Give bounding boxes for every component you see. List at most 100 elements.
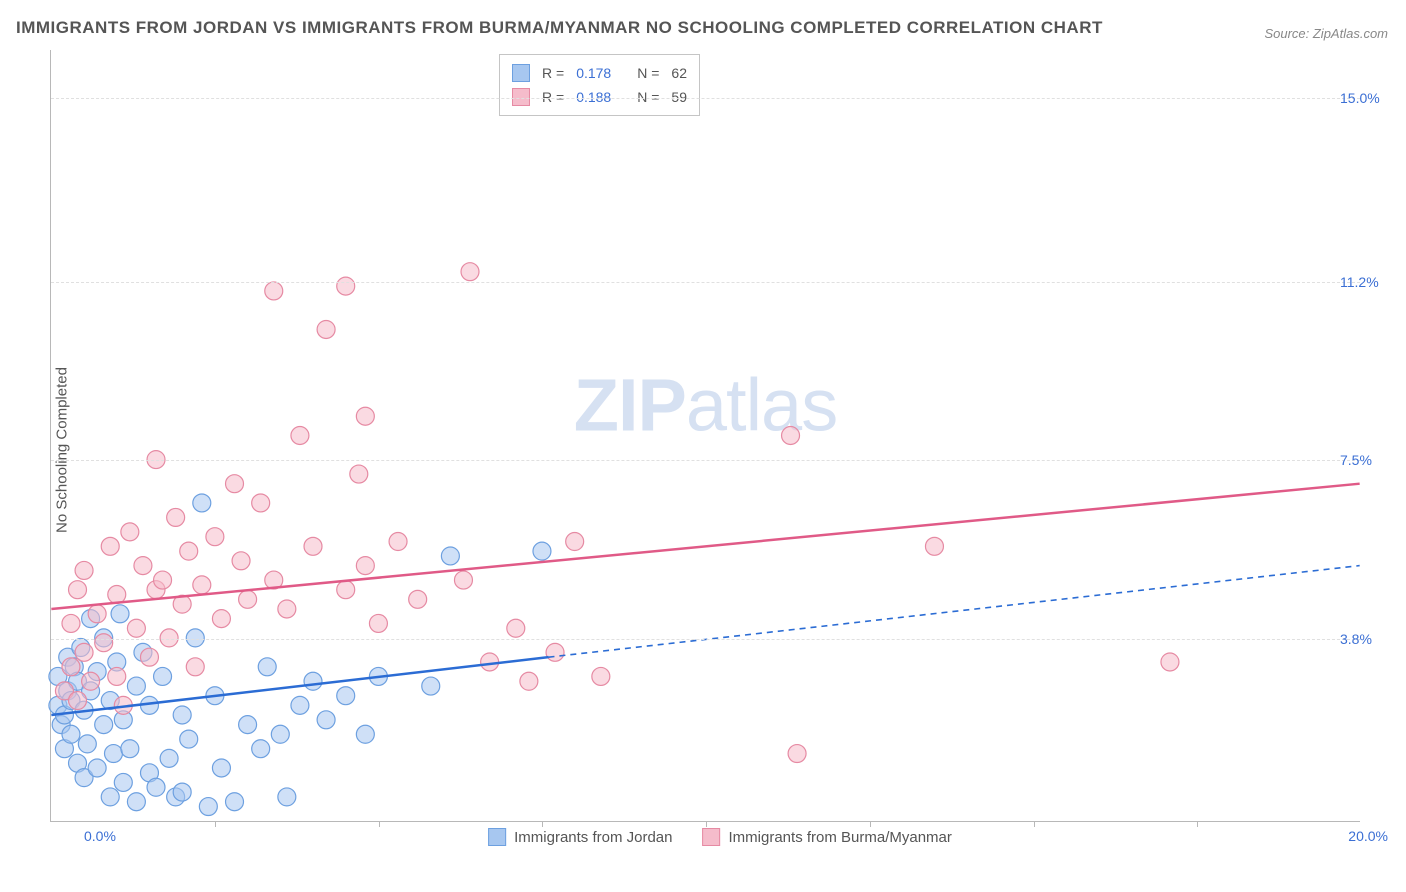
data-point xyxy=(95,634,113,652)
data-point xyxy=(232,552,250,570)
gridline xyxy=(51,282,1360,283)
data-point xyxy=(88,605,106,623)
data-point xyxy=(154,667,172,685)
data-point xyxy=(389,533,407,551)
data-point xyxy=(278,600,296,618)
x-tick xyxy=(870,821,871,827)
data-point xyxy=(422,677,440,695)
data-point xyxy=(304,537,322,555)
data-point xyxy=(782,427,800,445)
data-point xyxy=(193,576,211,594)
data-point xyxy=(507,619,525,637)
data-point xyxy=(108,667,126,685)
data-point xyxy=(239,716,257,734)
data-point xyxy=(121,740,139,758)
data-point xyxy=(533,542,551,560)
data-point xyxy=(317,711,335,729)
data-point xyxy=(481,653,499,671)
data-point xyxy=(454,571,472,589)
data-point xyxy=(62,614,80,632)
data-point xyxy=(252,494,270,512)
data-point xyxy=(88,759,106,777)
data-point xyxy=(350,465,368,483)
data-point xyxy=(592,667,610,685)
data-point xyxy=(114,773,132,791)
data-point xyxy=(226,475,244,493)
plot-svg xyxy=(51,50,1360,821)
data-point xyxy=(173,706,191,724)
x-tick xyxy=(1197,821,1198,827)
data-point xyxy=(147,778,165,796)
y-tick-label: 3.8% xyxy=(1340,631,1400,647)
data-point xyxy=(101,788,119,806)
data-point xyxy=(78,735,96,753)
data-point xyxy=(186,658,204,676)
data-point xyxy=(441,547,459,565)
data-point xyxy=(291,696,309,714)
data-point xyxy=(258,658,276,676)
data-point xyxy=(788,745,806,763)
data-point xyxy=(134,557,152,575)
data-point xyxy=(265,282,283,300)
data-point xyxy=(111,605,129,623)
data-point xyxy=(239,590,257,608)
data-point xyxy=(546,643,564,661)
regression-line xyxy=(51,484,1359,609)
data-point xyxy=(461,263,479,281)
data-point xyxy=(75,561,93,579)
gridline xyxy=(51,460,1360,461)
data-point xyxy=(566,533,584,551)
y-tick-label: 11.2% xyxy=(1340,274,1400,290)
data-point xyxy=(409,590,427,608)
data-point xyxy=(121,523,139,541)
data-point xyxy=(226,793,244,811)
data-point xyxy=(62,725,80,743)
data-point xyxy=(337,581,355,599)
data-point xyxy=(252,740,270,758)
data-point xyxy=(160,749,178,767)
data-point xyxy=(278,788,296,806)
data-point xyxy=(75,643,93,661)
legend-series: Immigrants from Jordan Immigrants from B… xyxy=(488,828,952,846)
gridline xyxy=(51,98,1360,99)
data-point xyxy=(69,692,87,710)
source-label: Source: ZipAtlas.com xyxy=(1264,26,1388,41)
data-point xyxy=(95,716,113,734)
data-point xyxy=(167,508,185,526)
data-point xyxy=(337,687,355,705)
data-point xyxy=(154,571,172,589)
data-point xyxy=(304,672,322,690)
legend-swatch-bottom-1 xyxy=(703,828,721,846)
data-point xyxy=(127,677,145,695)
data-point xyxy=(62,658,80,676)
legend-label-0: Immigrants from Jordan xyxy=(514,829,672,846)
gridline xyxy=(51,639,1360,640)
chart-title: IMMIGRANTS FROM JORDAN VS IMMIGRANTS FRO… xyxy=(16,18,1103,38)
legend-label-1: Immigrants from Burma/Myanmar xyxy=(729,829,952,846)
y-tick-label: 15.0% xyxy=(1340,90,1400,106)
data-point xyxy=(108,586,126,604)
data-point xyxy=(212,610,230,628)
data-point xyxy=(105,745,123,763)
plot-area: ZIPatlas R = 0.178 N = 62 R = 0.188 N = … xyxy=(50,50,1360,822)
data-point xyxy=(337,277,355,295)
data-point xyxy=(356,407,374,425)
data-point xyxy=(127,793,145,811)
data-point xyxy=(356,557,374,575)
data-point xyxy=(173,783,191,801)
data-point xyxy=(206,528,224,546)
x-tick xyxy=(706,821,707,827)
legend-swatch-bottom-0 xyxy=(488,828,506,846)
legend-item-0: Immigrants from Jordan xyxy=(488,828,672,846)
data-point xyxy=(127,619,145,637)
data-point xyxy=(82,672,100,690)
data-point xyxy=(193,494,211,512)
data-point xyxy=(140,648,158,666)
data-point xyxy=(1161,653,1179,671)
data-point xyxy=(180,542,198,560)
x-tick xyxy=(1034,821,1035,827)
data-point xyxy=(180,730,198,748)
data-point xyxy=(520,672,538,690)
data-point xyxy=(69,581,87,599)
y-tick-label: 7.5% xyxy=(1340,452,1400,468)
